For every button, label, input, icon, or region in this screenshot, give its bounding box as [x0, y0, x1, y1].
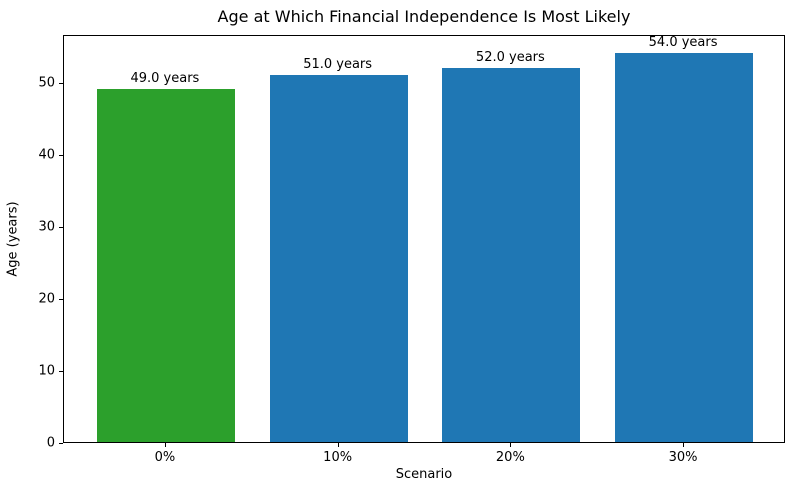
bar-value-label: 49.0 years — [130, 71, 200, 87]
y-tick-label: 0 — [46, 435, 55, 451]
bar-value-label: 51.0 years — [303, 57, 373, 73]
bar — [615, 53, 754, 442]
x-tick-label: 30% — [668, 450, 698, 465]
y-tick-label: 50 — [38, 75, 55, 91]
y-tick-mark — [59, 299, 63, 301]
x-tick-mark — [510, 443, 512, 447]
y-tick-mark — [59, 443, 63, 444]
y-tick-label: 20 — [38, 291, 55, 307]
x-tick-mark — [337, 443, 339, 447]
y-axis-label: Age (years) — [5, 201, 21, 277]
y-tick-mark — [59, 83, 63, 85]
x-tick-mark — [683, 443, 685, 447]
y-tick-mark — [59, 227, 63, 229]
y-tick-mark — [59, 371, 63, 373]
bar-value-label: 54.0 years — [648, 35, 718, 51]
y-tick-label: 30 — [38, 219, 55, 235]
chart-title: Age at Which Financial Independence Is M… — [217, 7, 631, 26]
y-tick-label: 10 — [38, 363, 55, 379]
y-tick-mark — [59, 155, 63, 157]
x-tick-label: 20% — [495, 450, 525, 465]
bar-value-label: 52.0 years — [475, 49, 545, 65]
x-tick-mark — [164, 443, 166, 447]
bar — [269, 75, 408, 442]
bar — [96, 89, 235, 442]
x-tick-label: 0% — [154, 450, 176, 465]
x-axis-label: Scenario — [395, 467, 453, 482]
plot-area — [63, 35, 785, 443]
x-tick-label: 10% — [323, 450, 353, 465]
bar — [442, 67, 581, 442]
y-tick-label: 40 — [38, 147, 55, 163]
